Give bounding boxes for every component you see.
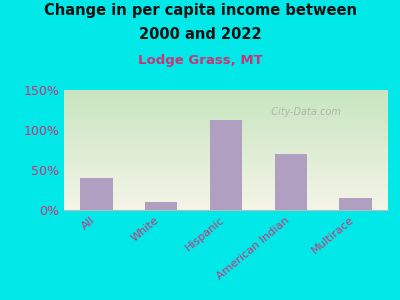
Text: Change in per capita income between: Change in per capita income between	[44, 3, 356, 18]
Bar	[80, 178, 113, 210]
Bar	[339, 198, 372, 210]
Text: 2000 and 2022: 2000 and 2022	[139, 27, 261, 42]
Text: Lodge Grass, MT: Lodge Grass, MT	[138, 54, 262, 67]
Bar	[145, 202, 178, 210]
Bar	[210, 120, 242, 210]
Text: City-Data.com: City-Data.com	[265, 106, 341, 117]
Bar	[275, 154, 307, 210]
